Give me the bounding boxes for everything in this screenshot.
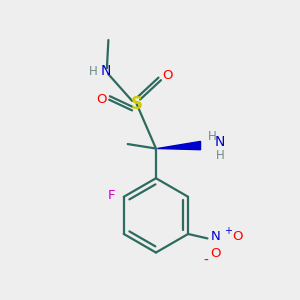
Text: F: F: [107, 189, 115, 202]
Text: O: O: [162, 69, 173, 82]
Text: N: N: [211, 230, 220, 242]
Polygon shape: [158, 141, 200, 150]
Text: O: O: [211, 248, 221, 260]
Text: H: H: [89, 65, 98, 78]
Text: O: O: [96, 93, 107, 106]
Text: -: -: [203, 254, 208, 268]
Text: H: H: [207, 130, 216, 142]
Text: N: N: [215, 135, 225, 149]
Text: S: S: [130, 95, 142, 113]
Text: N: N: [100, 64, 111, 78]
Text: O: O: [232, 230, 243, 242]
Text: +: +: [224, 226, 232, 236]
Text: H: H: [215, 148, 224, 162]
